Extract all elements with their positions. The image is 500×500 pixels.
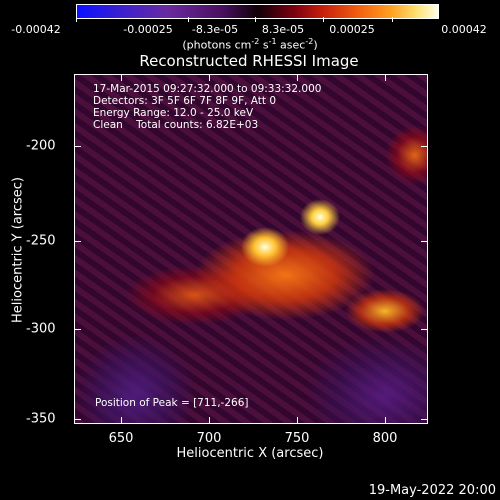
y-tick-label: -200 (26, 138, 56, 154)
plot-title: Reconstructed RHESSI Image (139, 52, 359, 70)
info-block: 17-Mar-2015 09:27:32.000 to 09:33:32.000… (93, 83, 321, 131)
colorbar-tick-mark (188, 17, 189, 22)
x-tick-mark (209, 75, 210, 81)
colorbar (76, 4, 439, 19)
y-tick-mark (421, 146, 427, 147)
x-tick-label: 650 (108, 431, 134, 446)
colorbar-units: (photons cm-2 s-1 asec-2) (182, 37, 318, 52)
colorbar-tick-label: -8.3e-05 (191, 23, 239, 36)
x-tick-mark (385, 417, 386, 423)
y-tick-mark (75, 419, 81, 420)
peak-position-text: Position of Peak = [711,-266] (95, 397, 249, 409)
x-tick-mark (297, 75, 298, 81)
x-tick-mark (385, 75, 386, 81)
clean-counts-text: Clean Total counts: 6.82E+03 (93, 119, 259, 131)
detectors-text: Detectors: 3F 5F 6F 7F 8F 9F, Att 0 (93, 95, 277, 107)
footer-date: 19-May-2022 20:00 (368, 483, 496, 498)
x-axis-title: Heliocentric X (arcsec) (176, 446, 324, 461)
colorbar-tick-label: 0.00042 (441, 23, 487, 36)
y-tick-mark (75, 241, 81, 242)
colorbar-tick-mark (392, 17, 393, 22)
y-tick-mark (421, 241, 427, 242)
colorbar-tick-mark (323, 17, 324, 22)
x-tick-label: 800 (372, 431, 398, 446)
energy-range-text: Energy Range: 12.0 - 25.0 keV (93, 107, 254, 119)
colorbar-tick-label: 0.00025 (329, 23, 375, 36)
rhessi-image-plot: 17-Mar-2015 09:27:32.000 to 09:33:32.000… (74, 74, 428, 424)
colorbar-tick-label: 8.3e-05 (261, 23, 305, 36)
y-tick-label: -350 (26, 411, 56, 427)
x-tick-label: 700 (196, 431, 222, 446)
colorbar-tick-label: -0.00025 (123, 23, 173, 36)
colorbar-tick-mark (255, 17, 256, 22)
y-tick-label: -250 (26, 233, 56, 249)
y-tick-label: -300 (26, 321, 56, 337)
x-tick-mark (297, 417, 298, 423)
x-tick-mark (209, 417, 210, 423)
y-tick-mark (421, 329, 427, 330)
x-tick-label: 750 (284, 431, 310, 446)
y-tick-mark (421, 419, 427, 420)
colorbar-tick-label: -0.00042 (11, 23, 61, 36)
colorbar-tick-mark (76, 17, 77, 22)
y-tick-mark (75, 146, 81, 147)
x-tick-mark (121, 417, 122, 423)
y-axis-title: Heliocentric Y (arcsec) (10, 177, 26, 323)
x-tick-mark (121, 75, 122, 81)
y-tick-mark (75, 329, 81, 330)
time-range-text: 17-Mar-2015 09:27:32.000 to 09:33:32.000 (93, 83, 322, 95)
